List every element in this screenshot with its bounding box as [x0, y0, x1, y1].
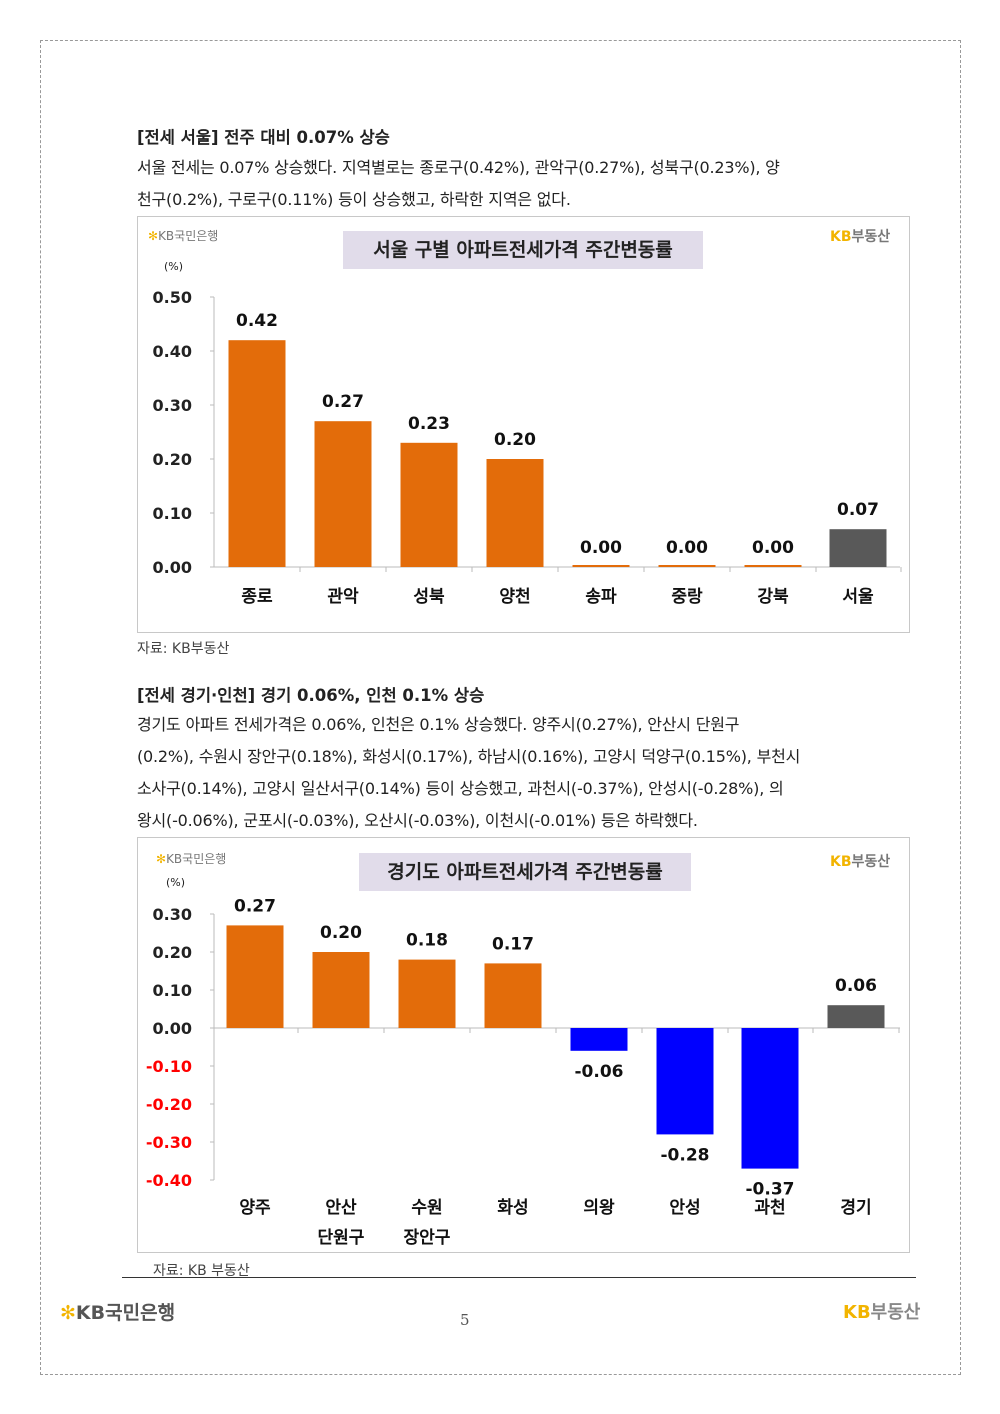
data-label: 0.42: [236, 311, 278, 331]
chart-plot: 0.50 0.40 0.30 0.20 0.10 0.00 0.42 종로 0.27 관악 0.23…: [153, 288, 902, 607]
category-label: 의왕: [583, 1198, 615, 1218]
category-label: 양천: [499, 587, 530, 607]
bar: [741, 1028, 799, 1169]
text-line: 경기도 아파트 전세가격은 0.06%, 인천은 0.1% 상승했다. 양주시(…: [137, 715, 740, 734]
kb-realestate-logo: KB부동산: [830, 229, 891, 245]
category-label: 안산: [325, 1198, 357, 1218]
y-tick-label: -0.40: [146, 1171, 192, 1190]
text-line: 서울 전세는 0.07% 상승했다. 지역별로는 종로구(0.42%), 관악구…: [137, 158, 780, 177]
bar: [656, 1028, 714, 1135]
data-label: 0.20: [494, 430, 536, 450]
footer-kb-realestate-logo: KB부동산: [843, 1302, 921, 1323]
y-tick-label: -0.30: [146, 1133, 192, 1152]
chart-title: 서울 구별 아파트전세가격 주간변동률: [343, 231, 703, 269]
footer-kb-bank-logo: ✻KB국민은행: [60, 1302, 176, 1324]
bar: [226, 925, 284, 1028]
category-label: 과천: [754, 1198, 785, 1218]
bar: [484, 963, 542, 1028]
category-label: 서울: [842, 587, 874, 607]
gyeonggi-chart: ✻KB국민은행 KB부동산 경기도 아파트전세가격 주간변동률 (%) 0.30…: [137, 837, 910, 1253]
category-label: 강북: [757, 587, 789, 607]
bar: [486, 459, 544, 567]
category-label: 화성: [497, 1198, 528, 1218]
category-label: 중랑: [671, 587, 703, 607]
data-label: -0.28: [661, 1145, 710, 1165]
kb-bank-logo: ✻KB국민은행: [156, 852, 227, 866]
bar: [829, 529, 887, 567]
category-label: 수원: [411, 1198, 442, 1218]
data-label: 0.20: [320, 923, 362, 943]
category-label: 양주: [239, 1198, 271, 1218]
data-label: 0.27: [234, 896, 276, 916]
category-label: 관악: [327, 587, 359, 607]
bar: [228, 340, 286, 567]
text-line: (0.2%), 수원시 장안구(0.18%), 화성시(0.17%), 하남시(…: [137, 747, 801, 766]
bar: [827, 1005, 885, 1028]
source-note: 자료: KB부동산: [137, 641, 230, 657]
seoul-chart: ✻KB국민은행 KB부동산 서울 구별 아파트전세가격 주간변동률 (%) 0.…: [137, 216, 910, 633]
bar: [570, 1028, 628, 1051]
source-note: 자료: KB 부동산: [153, 1263, 250, 1279]
category-label: 안성: [669, 1198, 700, 1218]
unit-label: (%): [166, 876, 186, 889]
y-tick-label: 0.00: [153, 558, 192, 577]
chart-plot: 0.30 0.20 0.10 0.00 -0.10 -0.20 -0.30 -0.40 0.27…: [146, 896, 900, 1248]
data-label: 0.18: [406, 931, 448, 951]
page-number: 5: [460, 1311, 470, 1329]
category-label: 종로: [241, 587, 273, 607]
paragraph-seoul: 서울 전세는 0.07% 상승했다. 지역별로는 종로구(0.42%), 관악구…: [137, 152, 909, 216]
bar: [658, 565, 716, 567]
bar: [314, 421, 372, 567]
data-label: 0.23: [408, 414, 450, 434]
paragraph-gyeonggi: 경기도 아파트 전세가격은 0.06%, 인천은 0.1% 상승했다. 양주시(…: [137, 709, 909, 837]
section-heading-seoul: [전세 서울] 전주 대비 0.07% 상승: [137, 128, 390, 147]
section-heading-gyeonggi: [전세 경기·인천] 경기 0.06%, 인천 0.1% 상승: [137, 686, 485, 705]
y-tick-label: -0.10: [146, 1057, 192, 1076]
category-label: 송파: [585, 587, 617, 607]
kb-bank-logo: ✻KB국민은행: [148, 229, 219, 243]
bar: [572, 565, 630, 567]
category-label: 장안구: [404, 1228, 451, 1248]
data-label: -0.37: [746, 1180, 795, 1200]
unit-label: (%): [164, 260, 184, 273]
bar: [398, 959, 456, 1028]
data-label: 0.00: [752, 538, 794, 558]
category-label: 경기: [840, 1198, 871, 1218]
data-label: 0.17: [492, 934, 534, 954]
y-tick-label: 0.50: [153, 288, 192, 307]
category-label: 성북: [413, 587, 445, 607]
y-tick-label: -0.20: [146, 1095, 192, 1114]
bar: [312, 952, 370, 1028]
y-tick-label: 0.20: [153, 943, 192, 962]
y-tick-label: 0.10: [153, 981, 192, 1000]
page-border: [40, 40, 961, 1375]
y-tick-label: 0.30: [153, 396, 192, 415]
y-tick-label: 0.30: [153, 905, 192, 924]
data-label: 0.07: [837, 500, 879, 520]
data-label: 0.00: [580, 538, 622, 558]
footer-rule: [122, 1277, 916, 1278]
y-tick-label: 0.40: [153, 342, 192, 361]
kb-realestate-logo: KB부동산: [830, 854, 891, 870]
bar: [744, 565, 802, 567]
y-tick-label: 0.10: [153, 504, 192, 523]
text-line: 천구(0.2%), 구로구(0.11%) 등이 상승했고, 하락한 지역은 없다…: [137, 190, 571, 209]
chart-title: 경기도 아파트전세가격 주간변동률: [359, 853, 691, 891]
data-label: 0.00: [666, 538, 708, 558]
y-tick-label: 0.00: [153, 1019, 192, 1038]
bar: [400, 442, 458, 567]
data-label: 0.06: [835, 976, 877, 996]
y-tick-label: 0.20: [153, 450, 192, 469]
data-label: 0.27: [322, 392, 364, 412]
text-line: 왕시(-0.06%), 군포시(-0.03%), 오산시(-0.03%), 이천…: [137, 811, 698, 830]
text-line: 소사구(0.14%), 고양시 일산서구(0.14%) 등이 상승했고, 과천시…: [137, 779, 784, 798]
data-label: -0.06: [575, 1062, 624, 1082]
category-label: 단원구: [318, 1228, 365, 1248]
